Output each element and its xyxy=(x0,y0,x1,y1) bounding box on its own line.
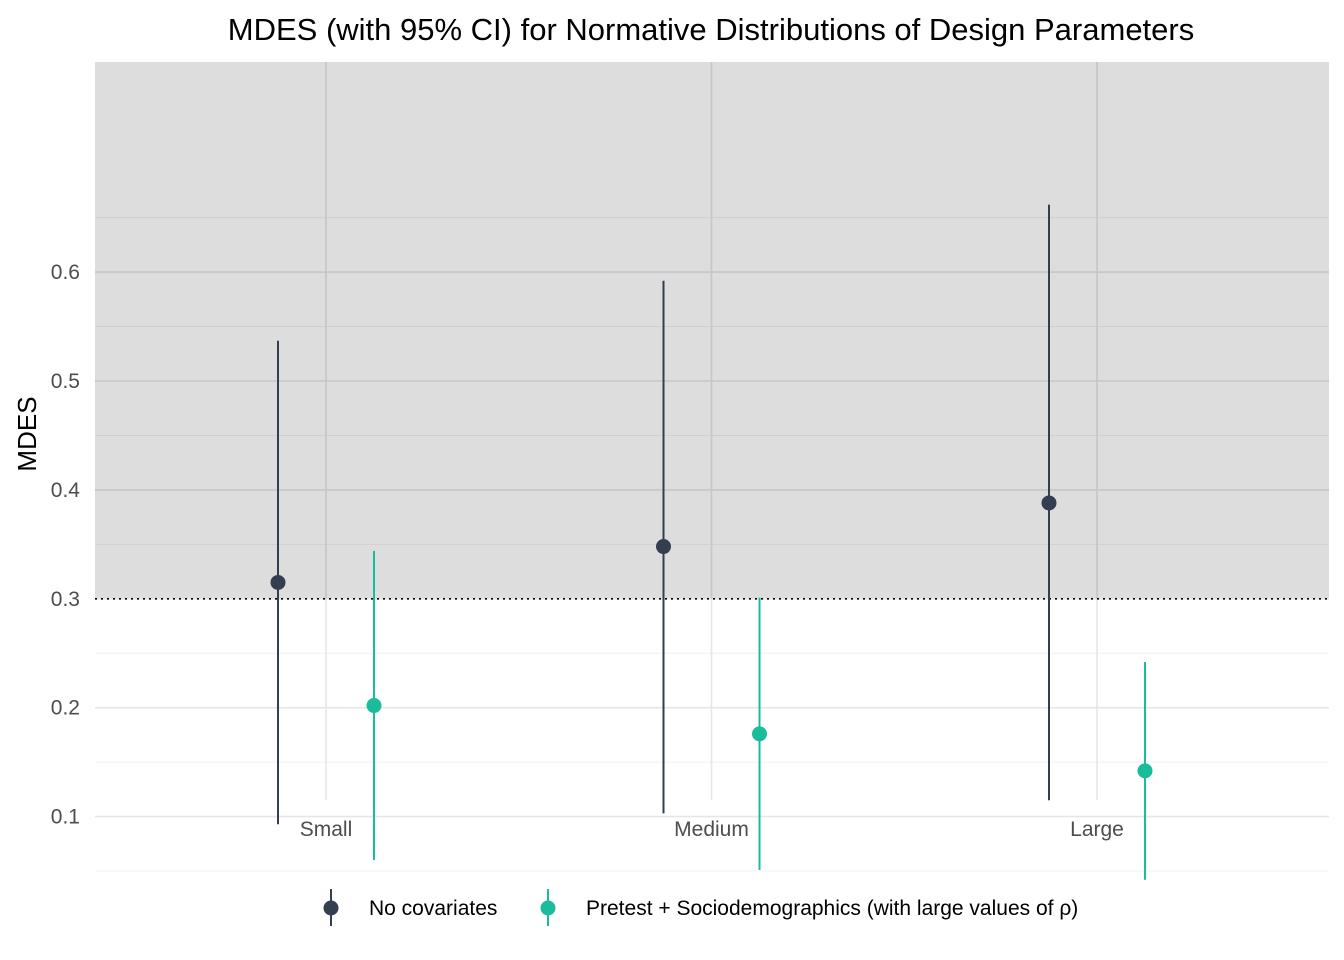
y-tick-label: 0.1 xyxy=(51,806,80,829)
legend-key-point xyxy=(323,900,339,916)
point-estimate xyxy=(1041,495,1057,511)
y-tick-labels: 0.1 0.2 0.3 0.4 0.5 0.6 xyxy=(51,261,81,829)
point-estimate xyxy=(656,539,671,555)
data-marks xyxy=(270,204,1153,880)
point-estimate xyxy=(270,574,286,590)
y-tick-label: 0.3 xyxy=(51,588,80,611)
y-tick-label: 0.2 xyxy=(51,697,80,720)
legend-label: No covariates xyxy=(369,897,497,920)
point-estimate xyxy=(752,726,767,742)
point-estimate xyxy=(1137,763,1153,779)
point-estimate xyxy=(366,698,382,714)
x-tick-label: Small xyxy=(300,818,353,841)
y-axis-title: MDES xyxy=(12,396,42,471)
y-tick-label: 0.5 xyxy=(51,370,80,393)
y-tick-label: 0.6 xyxy=(51,261,80,284)
legend-key-point xyxy=(540,900,556,916)
x-tick-labels: Small Medium Large xyxy=(300,818,1124,841)
gridlines xyxy=(95,62,1329,872)
x-tick-label: Medium xyxy=(674,818,749,841)
legend-label: Pretest + Sociodemographics (with large … xyxy=(586,897,1078,920)
x-tick-label: Large xyxy=(1070,818,1124,841)
y-tick-label: 0.4 xyxy=(51,479,81,502)
legend: No covariates Pretest + Sociodemographics… xyxy=(323,889,1078,926)
chart-title: MDES (with 95% CI) for Normative Distrib… xyxy=(228,12,1194,47)
